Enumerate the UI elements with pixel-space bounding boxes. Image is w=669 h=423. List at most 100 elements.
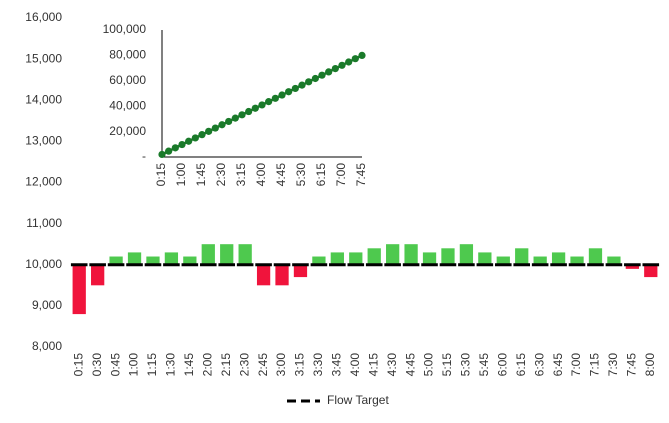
y-tick-label: 14,000	[25, 92, 62, 106]
marker	[238, 111, 246, 119]
legend-label: Flow Target	[327, 393, 389, 407]
marker	[318, 71, 326, 79]
bar	[367, 248, 381, 265]
y-tick-label: -	[142, 149, 146, 163]
bar	[183, 256, 197, 265]
x-tick-label: 6:30	[532, 353, 546, 377]
y-tick-label: 60,000	[109, 73, 146, 87]
marker	[331, 65, 339, 73]
marker	[338, 61, 346, 69]
bar	[515, 248, 529, 265]
x-tick-label: 3:15	[293, 353, 307, 377]
x-tick-label: 5:30	[459, 353, 473, 377]
bar	[478, 252, 492, 265]
marker	[358, 51, 366, 60]
y-tick-label: 15,000	[25, 51, 62, 65]
bar	[127, 252, 142, 265]
marker	[345, 58, 353, 66]
y-tick-label: 10,000	[25, 257, 62, 271]
bar	[220, 244, 234, 265]
marker	[198, 131, 206, 139]
marker	[251, 104, 259, 112]
bar	[164, 252, 179, 265]
marker	[205, 127, 213, 135]
y-tick-label: 11,000	[26, 216, 62, 230]
bar	[607, 256, 621, 265]
x-tick-label: 7:00	[569, 353, 583, 377]
x-tick-label: 3:15	[234, 163, 248, 187]
y-tick-label: 12,000	[25, 175, 62, 189]
x-tick-label: 4:15	[366, 353, 380, 377]
bar	[91, 264, 105, 286]
x-tick-label: 2:30	[214, 163, 228, 187]
marker	[158, 150, 166, 159]
x-tick-label: 0:15	[71, 353, 85, 377]
x-tick-label: 6:15	[514, 353, 528, 377]
marker	[271, 94, 279, 102]
x-tick-label: 2:00	[200, 353, 214, 377]
x-tick-label: 5:00	[422, 353, 436, 377]
bar	[588, 248, 603, 265]
bar	[293, 264, 308, 278]
bar	[422, 252, 437, 265]
x-tick-label: 6:45	[551, 353, 565, 377]
bar	[459, 244, 474, 265]
y-tick-label: 100,000	[103, 22, 147, 36]
bar	[146, 256, 160, 265]
marker	[185, 137, 193, 145]
x-tick-label: 1:00	[174, 163, 188, 187]
x-tick-label: 4:45	[403, 353, 417, 377]
x-tick-label: 7:45	[354, 163, 368, 187]
marker	[218, 121, 226, 129]
x-tick-label: 5:30	[294, 163, 308, 187]
x-tick-label: 2:15	[219, 353, 233, 377]
bar	[404, 244, 418, 265]
marker	[245, 107, 253, 116]
bar	[441, 248, 455, 265]
marker	[298, 81, 306, 89]
bar	[533, 256, 547, 265]
marker	[278, 91, 286, 99]
x-tick-label: 1:45	[182, 353, 196, 377]
y-tick-label: 8,000	[32, 339, 62, 353]
bar	[644, 264, 658, 278]
y-tick-label: 13,000	[25, 134, 62, 148]
x-tick-label: 2:45	[256, 353, 270, 377]
x-tick-label: 0:45	[108, 353, 122, 377]
x-tick-label: 3:30	[311, 353, 325, 377]
marker	[265, 98, 273, 106]
marker	[258, 101, 266, 109]
marker	[191, 134, 199, 142]
bar	[72, 264, 86, 315]
marker	[211, 124, 219, 132]
marker	[305, 78, 313, 86]
bar	[312, 256, 326, 265]
x-tick-label: 3:00	[274, 353, 288, 377]
marker	[311, 74, 319, 83]
x-tick-label: 5:15	[440, 353, 454, 377]
x-tick-label: 7:15	[588, 353, 602, 377]
x-tick-label: 7:00	[334, 163, 348, 187]
marker	[231, 114, 239, 122]
bar	[109, 256, 123, 265]
bar	[551, 252, 566, 265]
x-tick-label: 4:00	[348, 353, 362, 377]
bar	[349, 252, 363, 265]
x-tick-label: 4:45	[274, 163, 288, 187]
bar	[238, 244, 252, 265]
marker	[165, 147, 173, 155]
marker	[325, 68, 333, 76]
y-tick-label: 9,000	[32, 298, 62, 312]
bar	[275, 264, 289, 286]
marker	[285, 88, 293, 96]
bar	[256, 264, 271, 286]
x-tick-label: 8:00	[643, 353, 657, 377]
bar	[386, 244, 400, 265]
y-tick-label: 80,000	[109, 48, 146, 62]
y-tick-label: 20,000	[109, 124, 146, 138]
x-tick-label: 3:45	[330, 353, 344, 377]
bar	[201, 244, 215, 265]
x-tick-label: 0:15	[154, 163, 168, 187]
x-tick-label: 1:30	[164, 353, 178, 377]
bar	[625, 264, 639, 269]
